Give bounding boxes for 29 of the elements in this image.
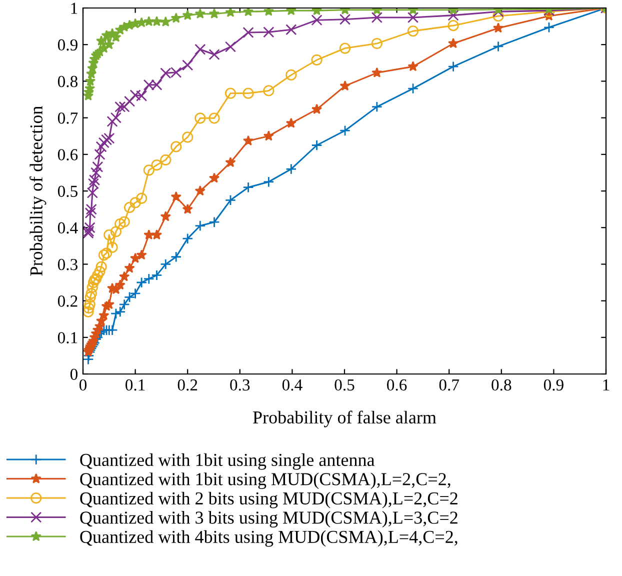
legend-label: Quantized with 2 bits using MUD(CSMA),L=2,C=2 [80, 492, 458, 508]
y-tick-label: 0.8 [58, 76, 78, 88]
x-tick-label: 0.7 [439, 379, 460, 391]
y-tick-label: 0 [70, 368, 78, 380]
legend-label: Quantized with 3 bits using MUD(CSMA),L=3,C=2 [80, 511, 458, 528]
x-tick-label: 0.8 [492, 379, 512, 391]
x-tick-label: 0.1 [126, 379, 145, 391]
x-tick-label: 0.3 [230, 379, 250, 391]
legend-label: Quantized with 4bits using MUD(CSMA),L=4,C=2, [80, 530, 458, 547]
y-tick-label: 0.7 [58, 112, 78, 124]
x-tick-label: 0.9 [544, 379, 564, 391]
y-tick-label: 0.5 [58, 186, 78, 198]
y-tick-label: 0.2 [58, 296, 78, 307]
x-axis-title: Probability of false alarm [253, 410, 436, 428]
y-tick-label: 0.9 [58, 39, 78, 51]
y-axis-title: Probability of detection [30, 106, 46, 276]
x-tick-label: 0 [79, 379, 87, 391]
x-tick-label: 0.2 [178, 379, 198, 391]
y-tick-label: 0.3 [58, 258, 78, 270]
y-tick-label: 1 [71, 2, 78, 14]
x-tick-label: 0.6 [387, 379, 407, 391]
x-tick-label: 1 [603, 379, 610, 390]
y-tick-label: 0.1 [58, 332, 78, 344]
legend-label: Quantized with 1bit using MUD(CSMA),L=2,C=2, [80, 472, 450, 489]
x-tick-label: 0.5 [334, 379, 354, 391]
y-tick-label: 0.6 [58, 149, 78, 160]
x-tick-label: 0.4 [282, 379, 302, 391]
legend-label: Quantized with 1bit using single antenna [80, 453, 375, 470]
y-tick-label: 0.4 [58, 222, 78, 234]
